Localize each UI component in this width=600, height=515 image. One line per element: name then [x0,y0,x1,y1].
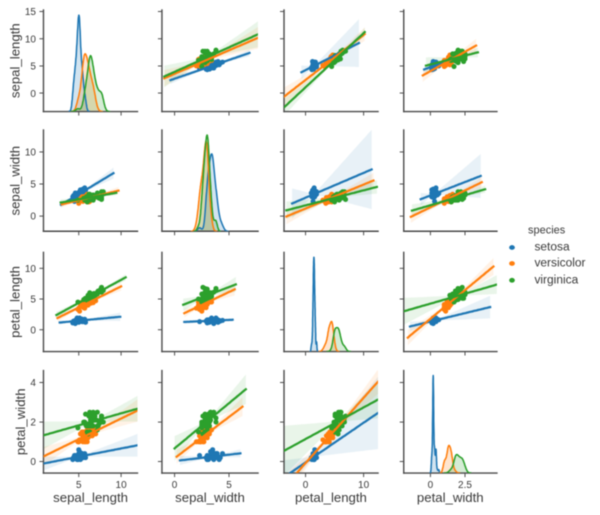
svg-text:4: 4 [30,378,36,389]
svg-text:virginica: virginica [534,272,578,286]
svg-text:0: 0 [30,325,36,336]
svg-text:petal_length: petal_length [295,490,367,505]
svg-text:species: species [528,224,566,236]
svg-text:2.5: 2.5 [458,480,472,491]
svg-text:10: 10 [25,148,37,159]
svg-text:10: 10 [25,34,37,45]
svg-text:10: 10 [358,480,370,491]
svg-text:0: 0 [428,480,434,491]
svg-text:15: 15 [25,7,37,18]
svg-text:0: 0 [30,212,36,223]
svg-text:10: 10 [25,264,37,275]
svg-text:5: 5 [30,62,36,73]
svg-text:5: 5 [226,480,232,491]
svg-text:0: 0 [30,457,36,468]
svg-text:versicolor: versicolor [534,256,585,270]
svg-text:10: 10 [116,480,128,491]
svg-text:petal_width: petal_width [417,490,484,505]
svg-text:5: 5 [76,480,82,491]
svg-text:0: 0 [303,480,309,491]
svg-text:0: 0 [30,89,36,100]
svg-text:petal_width: petal_width [13,388,28,455]
svg-text:sepal_length: sepal_length [53,490,128,505]
svg-text:sepal_width: sepal_width [8,146,23,216]
svg-text:0: 0 [172,480,178,491]
svg-text:setosa: setosa [534,240,570,254]
svg-text:sepal_length: sepal_length [8,23,23,98]
svg-text:petal_length: petal_length [8,266,23,338]
svg-text:5: 5 [30,180,36,191]
svg-text:sepal_width: sepal_width [175,490,245,505]
svg-text:5: 5 [30,295,36,306]
svg-text:2: 2 [30,418,36,429]
